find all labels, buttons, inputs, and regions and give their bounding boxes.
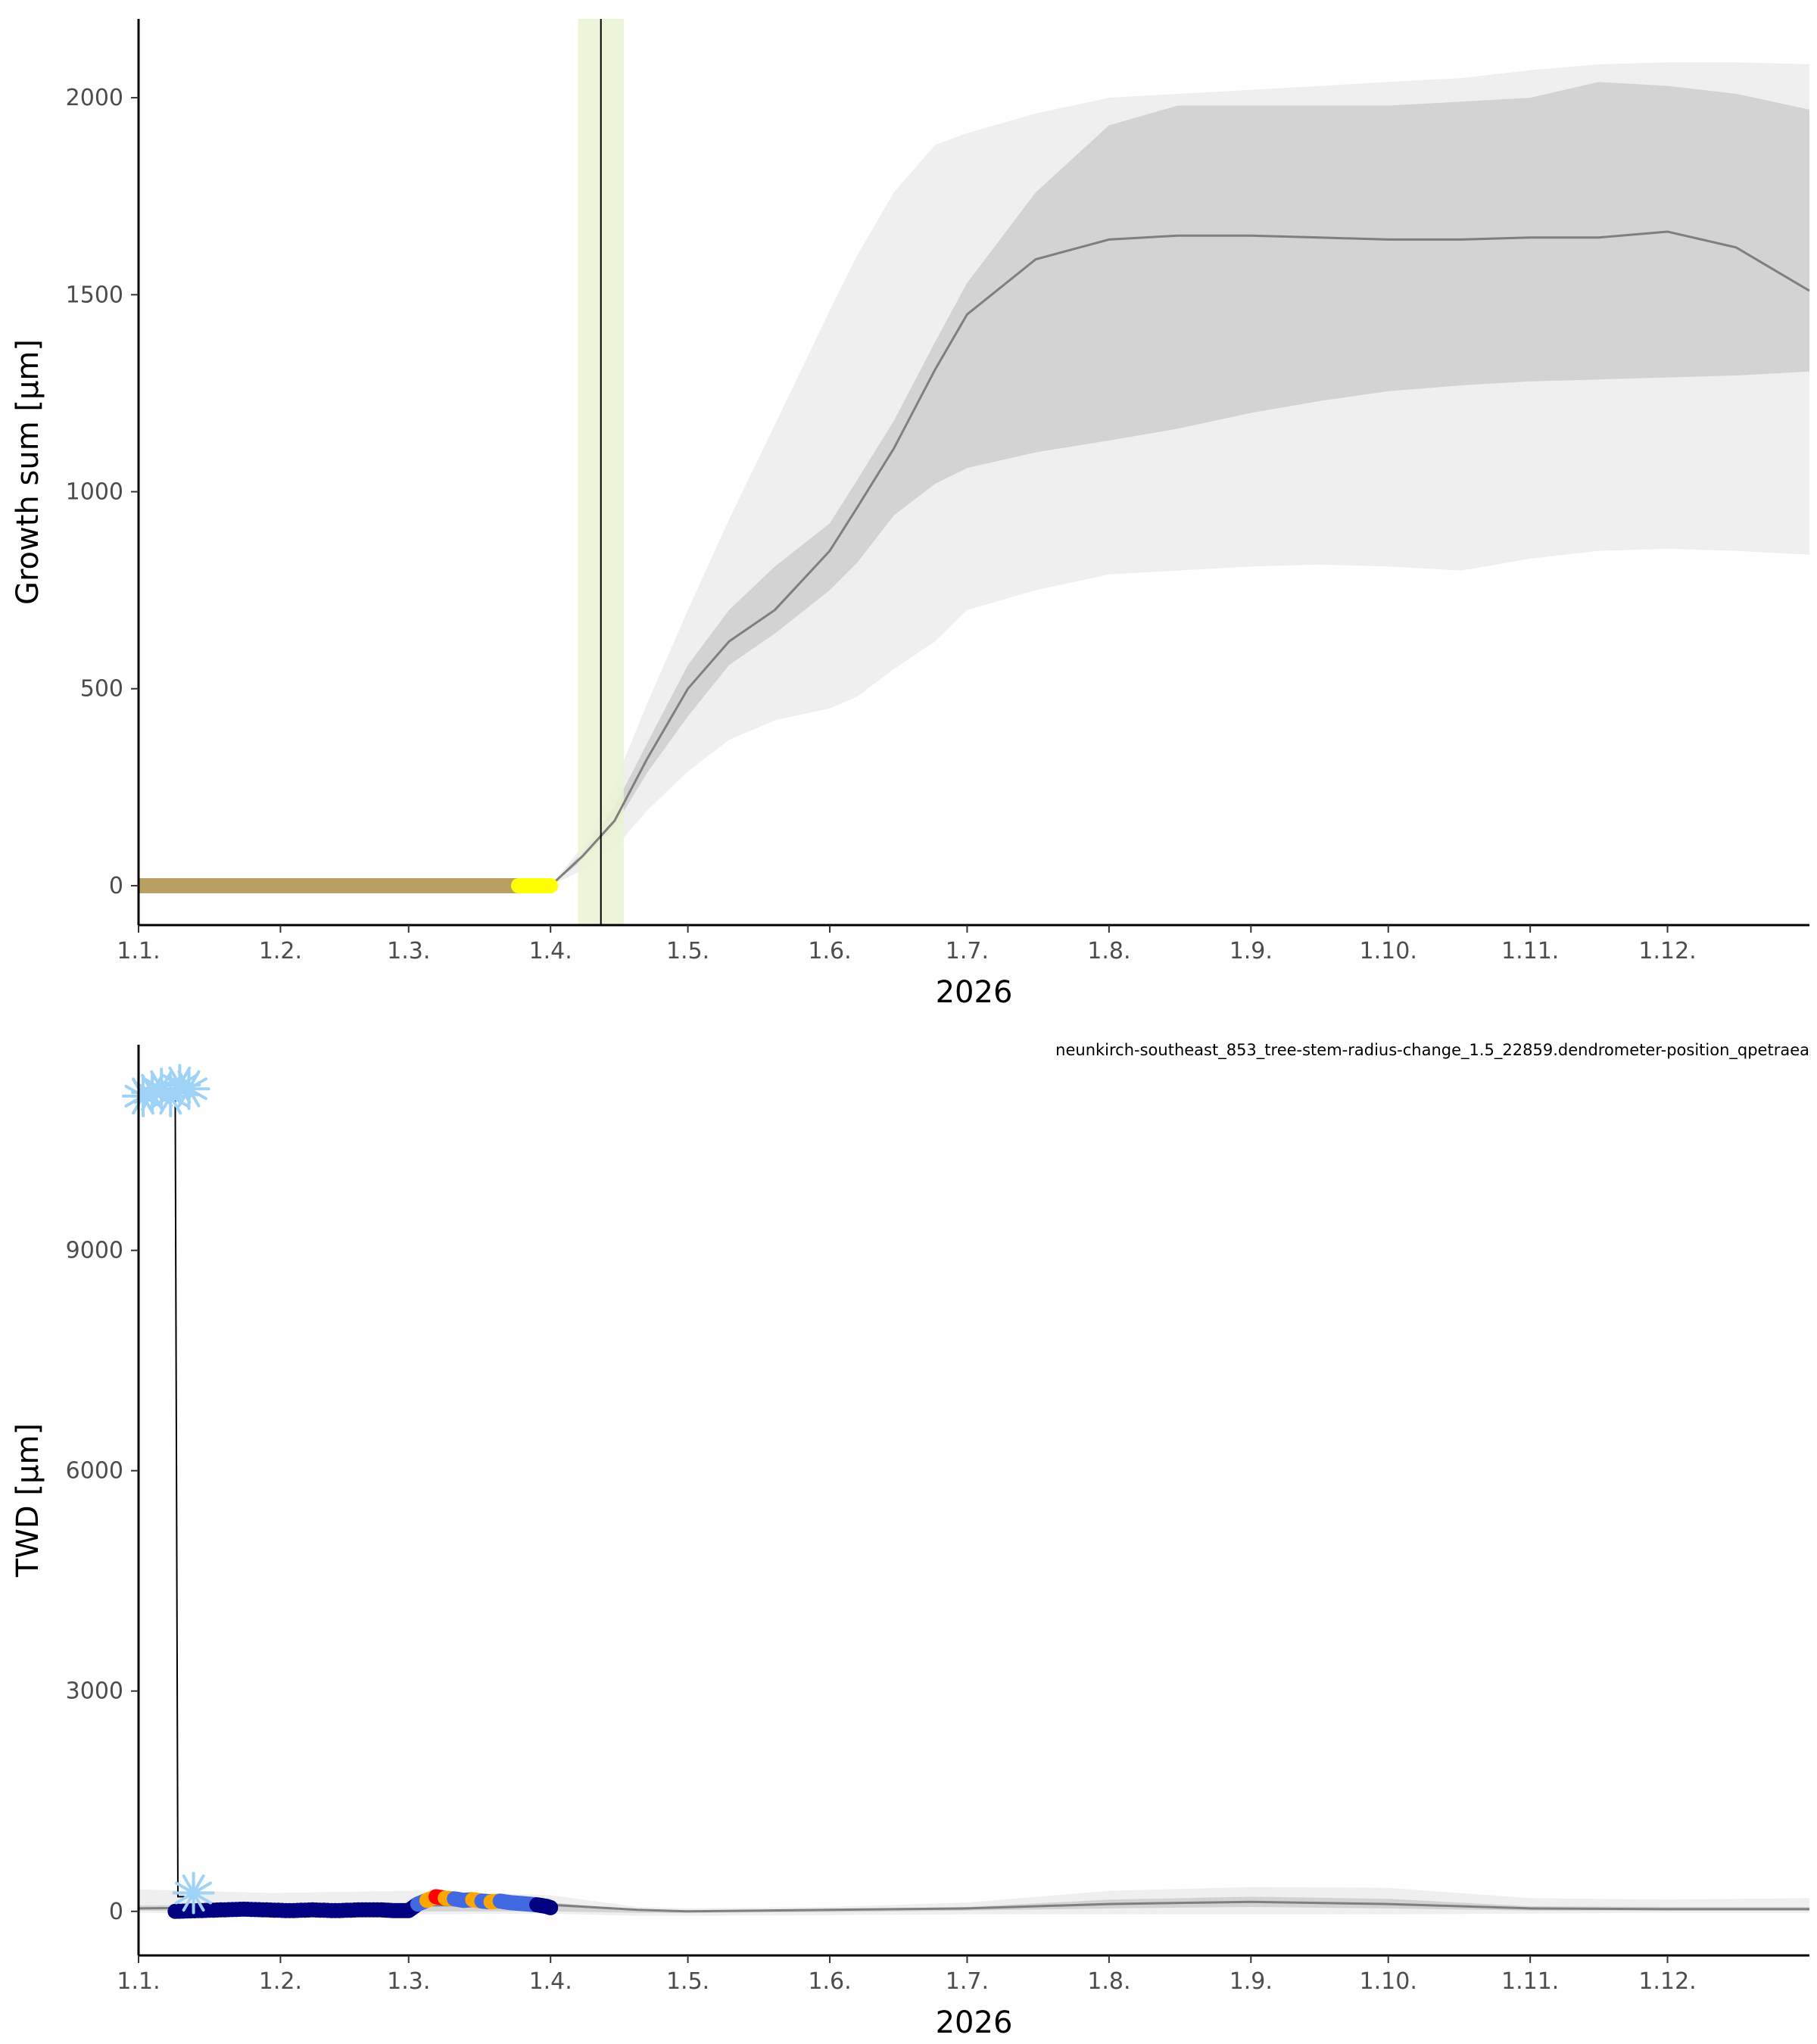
frost-star-ray — [151, 1094, 173, 1108]
x-axis-title: 2026 — [936, 975, 1013, 1010]
series-annotation: neunkirch-southeast_853_tree-stem-radius… — [1055, 1041, 1809, 1060]
frost-spike-line — [139, 1088, 185, 1898]
y-tick-label: 3000 — [66, 1678, 123, 1705]
x-tick-label: 1.5. — [666, 1968, 709, 1995]
x-tick-label: 1.12. — [1638, 938, 1696, 964]
frost-star-ray — [170, 1087, 191, 1101]
x-tick-label: 1.10. — [1360, 938, 1417, 964]
y-tick-label: 0 — [109, 1899, 123, 1925]
frost-star-ray — [142, 1077, 164, 1091]
frost-star-ray — [170, 1077, 191, 1091]
frost-star-ray — [175, 1891, 195, 1905]
y-tick-label: 2000 — [66, 85, 123, 111]
frost-star-ray — [177, 1070, 191, 1091]
frost-marker-low — [172, 1871, 215, 1915]
y-axis-title: TWD [µm] — [11, 1423, 45, 1578]
x-tick-label: 1.8. — [1087, 1968, 1130, 1995]
frost-star-ray — [187, 1077, 207, 1091]
x-tick-label: 1.1. — [117, 938, 160, 964]
frost-star-ray — [182, 1891, 195, 1912]
x-tick-label: 1.2. — [259, 1968, 302, 1995]
panel-2: 1.1. 1.2. 1.3. 1.4. 1.5. 1.6. 1.7. 1.8. 1.9. 1.10… — [11, 1041, 1809, 2040]
frost-star-ray — [192, 1881, 213, 1895]
x-tick-label: 1.11. — [1501, 938, 1559, 964]
x-tick-label: 1.6. — [808, 1968, 851, 1995]
frost-marker — [167, 1067, 210, 1111]
frost-star-ray — [187, 1087, 201, 1108]
y-tick-label: 6000 — [66, 1458, 123, 1485]
frost-star-ray — [177, 1087, 191, 1108]
y-tick-label: 1000 — [66, 479, 123, 506]
frost-star-ray — [159, 1094, 173, 1115]
band-inner — [550, 82, 1810, 886]
x-tick-label: 1.6. — [808, 938, 851, 964]
frost-star-ray — [192, 1891, 213, 1905]
frost-star-ray — [187, 1070, 201, 1091]
x-tick-label: 1.10. — [1360, 1968, 1417, 1995]
x-axis-title: 2026 — [936, 2005, 1013, 2040]
frost-star-ray — [182, 1874, 195, 1895]
frost-star-ray — [151, 1084, 173, 1098]
y-tick-label: 1500 — [66, 282, 123, 308]
panel-1: 1.1. 1.2. 1.3. 1.4. 1.5. 1.6. 1.7. 1.8. 1.9. 1.10… — [11, 19, 1810, 1010]
x-tick-label: 1.7. — [946, 938, 989, 964]
y-tick-label: 9000 — [66, 1238, 123, 1264]
median-line — [550, 230, 1810, 887]
x-tick-label: 1.11. — [1501, 1968, 1559, 1995]
frost-star-ray — [192, 1891, 205, 1912]
x-tick-label: 1.1. — [117, 1968, 160, 1995]
x-tick-label: 1.4. — [529, 938, 572, 964]
frost-star-ray — [192, 1874, 205, 1895]
x-tick-label: 1.4. — [529, 1968, 572, 1995]
frost-star-ray — [175, 1881, 195, 1895]
x-tick-label: 1.9. — [1230, 938, 1273, 964]
frost-star-ray — [187, 1087, 207, 1101]
x-tick-label: 1.9. — [1230, 1968, 1273, 1995]
y-tick-label: 0 — [109, 873, 123, 899]
x-tick-label: 1.2. — [259, 938, 302, 964]
x-tick-label: 1.8. — [1087, 938, 1130, 964]
y-axis-title: Growth sum [µm] — [11, 339, 45, 605]
y-tick-label: 500 — [80, 676, 123, 703]
x-tick-label: 1.7. — [946, 1968, 989, 1995]
x-tick-label: 1.3. — [387, 938, 430, 964]
x-tick-label: 1.5. — [666, 938, 709, 964]
x-tick-label: 1.3. — [387, 1968, 430, 1995]
frost-star-ray — [159, 1077, 173, 1098]
twd-point — [543, 1899, 559, 1915]
x-tick-label: 1.12. — [1638, 1968, 1696, 1995]
